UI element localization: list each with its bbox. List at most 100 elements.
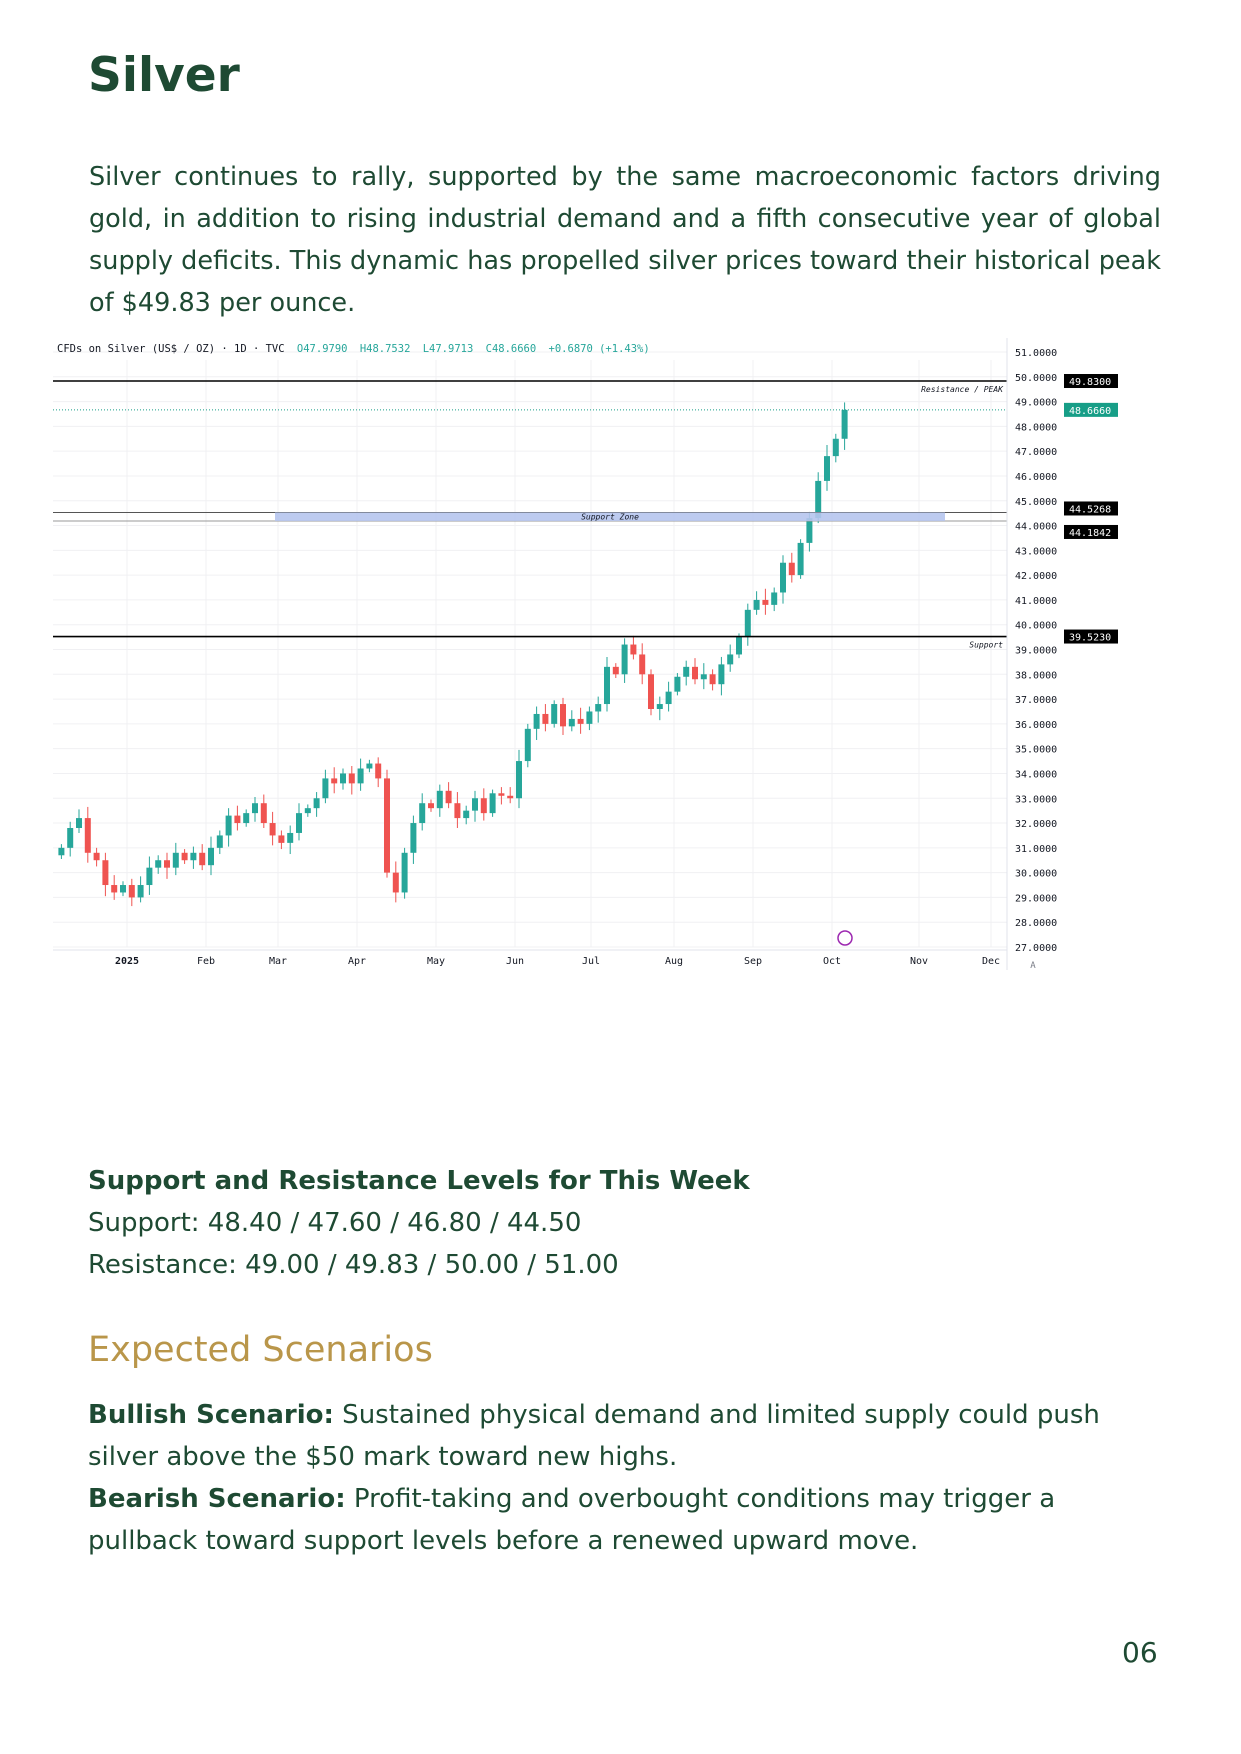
x-tick-label: Aug [665,956,683,967]
candle [93,852,100,861]
y-tick-label: 46.0000 [1015,472,1057,483]
candle [753,599,760,610]
candle [225,815,232,836]
intro-paragraph: Silver continues to rally, supported by … [89,162,1161,318]
candle [102,860,109,886]
y-tick-label: 31.0000 [1015,844,1057,855]
candle [58,847,65,856]
candle [648,674,654,709]
candle [208,847,214,866]
y-tick-label: 35.0000 [1015,745,1057,756]
overlays: Support Zone 44.5268 44.1842 Resistance / P… [53,374,1118,946]
y-tick-label: 50.0000 [1015,373,1057,384]
price-tag [1064,501,1118,516]
candle [762,599,769,605]
support-zone [275,512,945,521]
candle [76,818,82,828]
y-tick-label: 27.0000 [1015,943,1057,954]
candle [216,835,223,848]
candle [243,813,250,824]
candle [287,832,294,843]
axes: 51.0000 50.0000 49.0000 48.0000 47.0000 46.00… [53,338,1057,971]
page-title: Silver [88,48,240,103]
candle [639,654,646,675]
candle [683,666,690,677]
y-tick-label: 38.0000 [1015,670,1057,681]
y-tick-label: 28.0000 [1015,918,1057,929]
candle [498,793,505,796]
candle [384,778,390,873]
candle [348,773,355,784]
candle [252,803,258,814]
candle [199,852,206,866]
y-tick-label: 32.0000 [1015,819,1057,830]
candle [322,778,329,799]
candle [278,835,285,843]
resistance-levels: Resistance: 49.00 / 49.83 / 50.00 / 51.0… [88,1250,619,1280]
candle [172,852,179,868]
x-tick-label: Nov [910,956,928,967]
candles [58,402,848,907]
candle [824,456,830,481]
y-tick-label: 43.0000 [1015,546,1057,557]
candle [392,872,399,893]
candle [551,704,558,724]
y-tick-label: 34.0000 [1015,769,1057,780]
candle [296,813,302,833]
candle [234,815,241,824]
candle [410,823,417,853]
bullish-scenario: Bullish Scenario: Sustained physical dem… [88,1400,1100,1472]
candle [164,860,170,868]
levels-heading: Support and Resistance Levels for This W… [88,1166,750,1196]
header-low: L47.9713 [423,343,474,355]
candle [815,480,822,519]
last-price-tag-label: 48.6660 [1069,406,1111,417]
candle [771,592,778,605]
level-label: Resistance / PEAK [921,385,1004,394]
candle [190,852,197,861]
price-tag [1064,524,1118,539]
candle [128,885,135,898]
candle [727,654,734,665]
y-tick-label: 36.0000 [1015,720,1057,731]
candle [111,885,118,893]
candle [84,818,91,853]
candle [357,768,364,784]
candle [560,704,566,727]
y-tick-label: 33.0000 [1015,794,1057,805]
header-symbol: CFDs on Silver (US$ / OZ) · 1D · TVC [57,343,285,355]
scenarios-heading: Expected Scenarios [88,1330,433,1370]
candle [340,773,346,784]
candle [428,803,434,809]
header-high: H48.7532 [360,343,411,355]
y-tick-label: 44.0000 [1015,522,1057,533]
x-tick-label: Dec [982,956,1000,967]
y-tick-label: 41.0000 [1015,596,1057,607]
price-tag-label: 49.8300 [1069,377,1111,388]
price-tag [1064,374,1118,389]
candle [304,808,311,814]
candle [472,798,478,811]
candle [445,790,452,804]
auto-scale-button[interactable]: A [1030,961,1036,971]
y-tick-label: 40.0000 [1015,621,1057,632]
header-open: O47.9790 [297,343,348,355]
candle [120,885,126,893]
price-tag [1064,629,1118,644]
x-tick-label: Oct [823,956,841,967]
candle [709,674,716,685]
x-tick-label: 2025 [115,956,139,967]
candle [375,763,382,779]
candle [419,803,426,824]
event-icon [837,930,853,946]
candle [401,852,408,893]
x-tick-label: Jul [582,956,600,967]
y-tick-label: 48.0000 [1015,422,1057,433]
candle [841,409,848,439]
header-close: C48.6660 [486,343,537,355]
candle [692,666,698,680]
candle [524,728,531,762]
last-price-tag [1064,402,1118,417]
support-zone-label: Support Zone [581,512,639,521]
